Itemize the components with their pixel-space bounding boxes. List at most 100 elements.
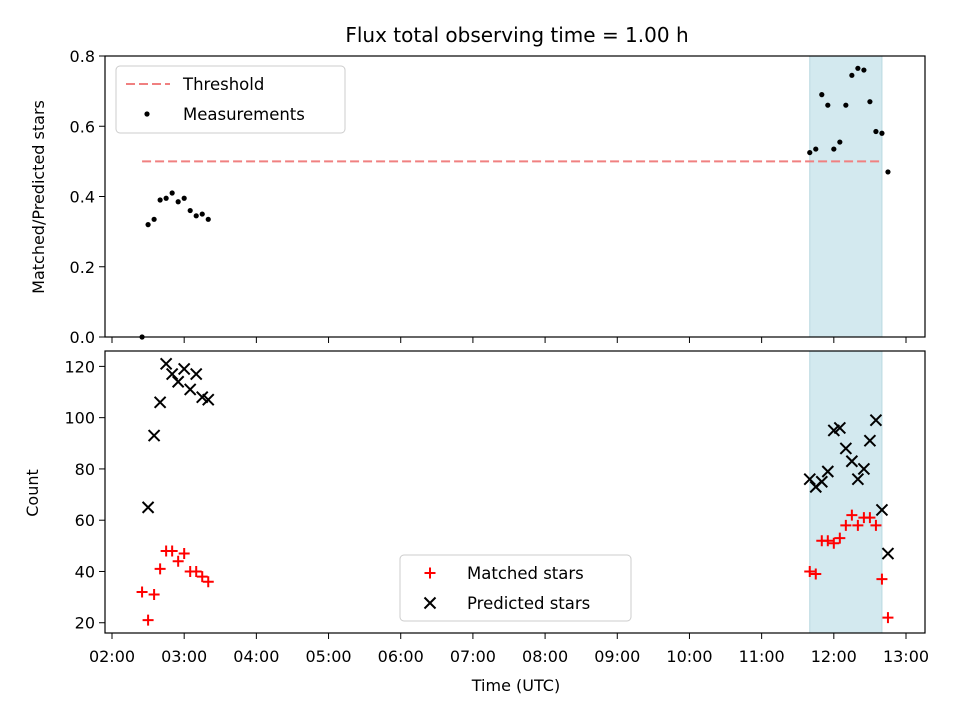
chart-title: Flux total observing time = 1.00 h — [345, 23, 688, 47]
top-panel: 0.0 0.2 0.4 0.6 0.8 Threshold Measurements — [70, 47, 926, 347]
predicted-star-point — [159, 357, 173, 371]
measurement-point — [145, 222, 151, 228]
bottom-y-tick-label: 120 — [64, 357, 95, 376]
matched-star-point — [804, 565, 816, 577]
measurement-point — [825, 102, 831, 108]
predicted-star-point — [875, 503, 889, 517]
legend-measurements-swatch — [144, 111, 150, 117]
x-tick-label: 10:00 — [666, 647, 712, 666]
bottom-y-tick-label: 100 — [64, 409, 95, 428]
x-tick-label: 03:00 — [161, 647, 207, 666]
matched-star-point — [822, 535, 834, 547]
measurement-point — [885, 169, 891, 175]
predicted-star-point — [141, 501, 155, 514]
matched-star-point — [846, 509, 858, 521]
matched-star-point — [136, 586, 148, 598]
matched-star-point — [202, 576, 214, 588]
x-tick-label: 05:00 — [305, 647, 351, 666]
top-y-tick-label: 0.4 — [70, 188, 95, 207]
bottom-axes-frame — [104, 350, 926, 634]
top-y-tick-label: 0.0 — [70, 328, 95, 347]
predicted-star-point — [183, 383, 197, 396]
bottom-y-axis-label: Count — [23, 469, 42, 517]
matched-star-point — [870, 519, 882, 531]
x-tick-label: 13:00 — [883, 647, 929, 666]
top-highlight-span — [809, 55, 883, 338]
matched-star-point — [142, 614, 154, 626]
measurement-point — [181, 195, 187, 201]
measurement-point — [843, 102, 849, 108]
matched-star-point — [834, 532, 846, 544]
measurement-point — [199, 211, 205, 217]
predicted-star-point — [177, 362, 191, 376]
top-y-tick-label: 0.6 — [70, 117, 95, 136]
legend-measurements-label: Measurements — [183, 105, 305, 124]
matched-star-point — [852, 519, 864, 531]
bottom-panel: 20 40 60 80 100 120 02:00 03:00 04:00 05:00 06:00 0… — [64, 350, 929, 666]
measurement-point — [819, 92, 825, 98]
measurement-point — [813, 146, 819, 152]
matched-star-point — [840, 519, 852, 531]
predicted-star-point — [171, 375, 185, 388]
measurement-point — [187, 207, 193, 214]
measurement-point — [151, 216, 157, 222]
x-tick-label: 07:00 — [450, 647, 496, 666]
bottom-y-tick-label: 40 — [75, 562, 95, 581]
predicted-star-point — [815, 475, 828, 488]
x-tick-label: 02:00 — [89, 647, 135, 666]
top-legend: Threshold Measurements — [115, 65, 346, 134]
measurement-point — [873, 128, 879, 135]
legend-threshold-label: Threshold — [182, 75, 264, 94]
bottom-y-tick-label: 80 — [75, 460, 95, 479]
x-tick-label: 06:00 — [378, 647, 424, 666]
x-tick-label: 08:00 — [522, 647, 568, 666]
predicted-star-point — [803, 472, 816, 486]
top-y-tick-label: 0.2 — [70, 258, 95, 277]
predicted-star-point — [153, 396, 167, 409]
matched-star-point — [876, 573, 888, 585]
matched-star-point — [882, 612, 894, 624]
matched-star-point — [810, 568, 822, 580]
legend-matched-label: Matched stars — [467, 564, 584, 583]
measurement-point — [849, 72, 855, 78]
measurement-point — [163, 195, 169, 201]
predicted-star-point — [147, 429, 161, 442]
bottom-highlight-span — [809, 350, 883, 634]
top-y-axis-label: Matched/Predicted stars — [29, 100, 48, 294]
predicted-star-point — [857, 462, 871, 476]
predicted-star-point — [869, 414, 883, 427]
matched-star-point — [864, 512, 876, 524]
measurement-point — [831, 146, 837, 152]
measurement-point — [855, 65, 861, 71]
measurement-point — [861, 67, 867, 73]
measurement-point — [807, 149, 813, 156]
matched-star-point — [148, 589, 160, 601]
x-axis-label: Time (UTC) — [471, 676, 560, 695]
x-tick-label: 09:00 — [594, 647, 640, 666]
bottom-y-tick-label: 60 — [75, 511, 95, 530]
predicted-star-point — [851, 472, 865, 486]
bottom-legend: Matched stars Predicted stars — [399, 554, 632, 622]
matched-star-point — [172, 555, 184, 567]
predicted-star-point — [881, 547, 895, 560]
predicted-star-point — [821, 465, 835, 478]
predicted-star-point — [165, 367, 179, 381]
predicted-star-point — [845, 455, 859, 468]
matched-star-point — [196, 571, 208, 583]
predicted-star-point — [833, 421, 847, 435]
x-tick-label: 11:00 — [739, 647, 785, 666]
measurement-point — [837, 139, 843, 145]
legend-predicted-swatch — [423, 596, 437, 610]
x-tick-label: 12:00 — [811, 647, 857, 666]
predicted-star-point — [190, 367, 203, 381]
measurement-point — [205, 216, 211, 222]
measurement-point — [157, 197, 163, 203]
matched-star-point — [154, 563, 166, 575]
measurement-point — [867, 99, 873, 105]
measurement-point — [879, 130, 885, 136]
matched-star-point — [190, 565, 202, 577]
measurement-point — [175, 199, 181, 205]
predicted-star-point — [863, 434, 877, 447]
predicted-star-point — [839, 442, 853, 455]
